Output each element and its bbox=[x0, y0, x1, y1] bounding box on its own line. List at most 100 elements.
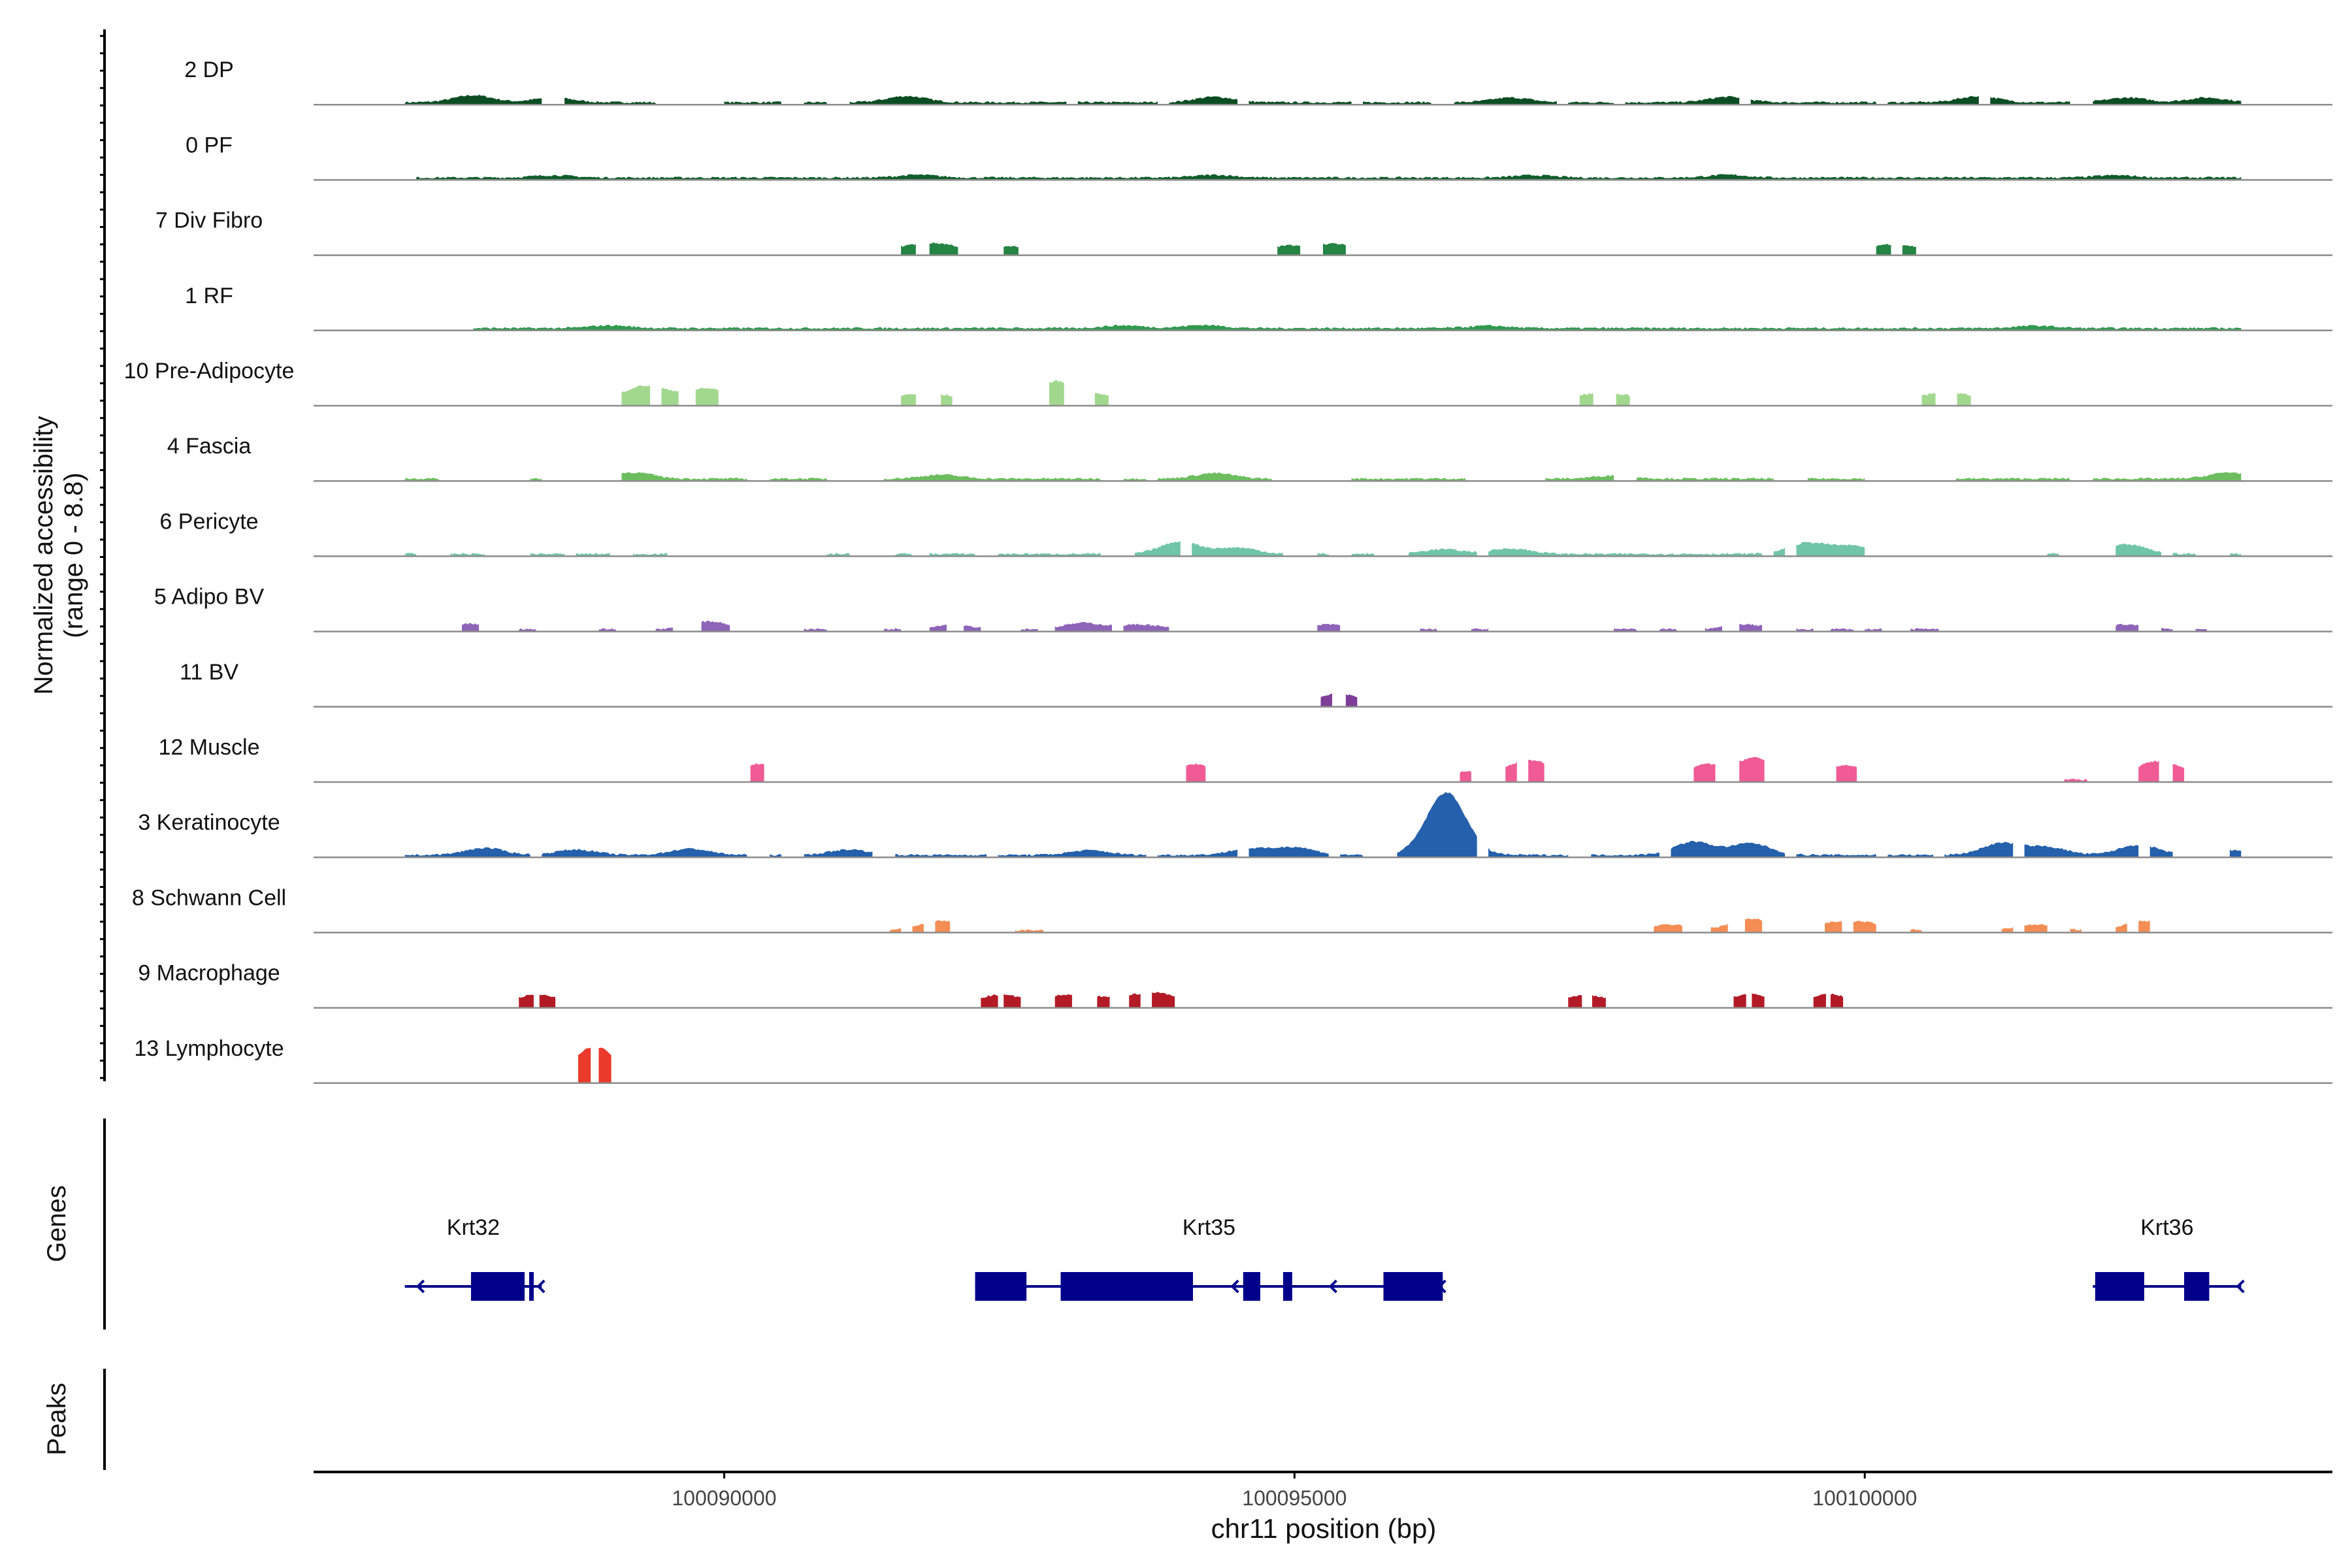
peaks-panel-label: Peaks bbox=[42, 1382, 71, 1455]
coverage-area bbox=[2172, 553, 2196, 557]
track-4-fascia: 4 Fascia bbox=[167, 434, 2332, 482]
coverage-area bbox=[2047, 553, 2059, 557]
coverage-area bbox=[941, 394, 953, 406]
coverage-tracks: 2 DP 0 PF 7 Div Fibro 1 RF 10 Pre-Adipocyte 4… bbox=[124, 57, 2332, 1085]
track-13-lymphocyte: 13 Lymphocyte bbox=[134, 1036, 2332, 1085]
coverage-area bbox=[1320, 693, 1332, 707]
track-11-bv: 11 BV bbox=[180, 660, 2332, 708]
coverage-area bbox=[598, 1047, 612, 1083]
strand-arrow bbox=[1230, 1279, 1239, 1294]
coverage-area bbox=[1733, 994, 1746, 1008]
coverage-area bbox=[1910, 929, 1922, 933]
gene-exon bbox=[975, 1272, 1027, 1301]
coverage-area bbox=[404, 553, 417, 557]
coverage-area bbox=[1129, 993, 1141, 1008]
gene-label: Krt32 bbox=[447, 1215, 500, 1240]
coverage-area bbox=[1625, 95, 1740, 105]
strand-arrow bbox=[536, 1279, 546, 1294]
coverage-area bbox=[2093, 97, 2242, 105]
coverage-area bbox=[1957, 393, 1971, 406]
coverage-area bbox=[1049, 380, 1064, 406]
coverage-area bbox=[1123, 623, 1169, 632]
coverage-area bbox=[1152, 992, 1175, 1008]
coverage-area bbox=[2138, 760, 2159, 782]
coverage-area bbox=[1796, 628, 1814, 632]
coverage-area bbox=[804, 849, 873, 858]
strand-arrow bbox=[1328, 1279, 1337, 1294]
coverage-area bbox=[883, 474, 1101, 482]
track-10-pre-adipocyte: 10 Pre-Adipocyte bbox=[124, 359, 2332, 407]
coverage-area bbox=[1488, 847, 1569, 858]
strand-arrow bbox=[2104, 1279, 2113, 1294]
y-axis-range-label: (range 0 - 8.8) bbox=[59, 472, 88, 638]
coverage-area bbox=[1671, 841, 1785, 858]
coverage-area bbox=[621, 472, 747, 482]
coverage-area bbox=[701, 620, 730, 632]
track-9-macrophage: 9 Macrophage bbox=[138, 961, 2332, 1009]
coverage-area bbox=[473, 324, 2242, 331]
coverage-area bbox=[2229, 849, 2242, 858]
coverage-area bbox=[1902, 245, 1916, 255]
coverage-area bbox=[1825, 921, 1842, 933]
coverage-area bbox=[2024, 924, 2048, 933]
coverage-area bbox=[1591, 853, 1659, 858]
coverage-area bbox=[1796, 542, 1865, 557]
coverage-area bbox=[2070, 928, 2082, 933]
coverage-area bbox=[1739, 623, 1763, 632]
track-1-rf: 1 RF bbox=[185, 284, 2332, 332]
coverage-area bbox=[404, 847, 531, 858]
track-label: 11 BV bbox=[180, 660, 238, 685]
coverage-area bbox=[621, 385, 650, 406]
coverage-area bbox=[1054, 994, 1072, 1008]
coverage-area bbox=[895, 854, 987, 858]
coverage-area bbox=[1277, 244, 1301, 255]
coverage-area bbox=[2064, 778, 2087, 782]
gene-krt36: Krt36 bbox=[2093, 1215, 2245, 1301]
coverage-area bbox=[2024, 844, 2139, 858]
coverage-area bbox=[1169, 96, 1238, 105]
coverage-area bbox=[1921, 393, 1936, 406]
gene-exon bbox=[2095, 1272, 2144, 1301]
coverage-area bbox=[826, 553, 850, 557]
coverage-area bbox=[1990, 97, 2070, 105]
coverage-area bbox=[2115, 544, 2162, 557]
coverage-area bbox=[1710, 923, 1728, 933]
coverage-area bbox=[1654, 924, 1682, 933]
coverage-area bbox=[935, 920, 951, 933]
coverage-area bbox=[539, 994, 556, 1008]
coverage-area bbox=[912, 923, 924, 933]
coverage-area bbox=[2115, 623, 2139, 632]
gene-exon bbox=[470, 1272, 525, 1301]
x-tick-label: 100090000 bbox=[672, 1486, 776, 1510]
coverage-area bbox=[770, 478, 827, 482]
coverage-area bbox=[889, 928, 902, 933]
coverage-area bbox=[1955, 478, 2070, 482]
track-label: 2 DP bbox=[184, 57, 234, 82]
coverage-area bbox=[1796, 853, 1876, 858]
gene-exon bbox=[1383, 1272, 1443, 1301]
coverage-area bbox=[1693, 763, 1716, 782]
coverage-area bbox=[1134, 541, 1181, 557]
coverage-area bbox=[1077, 101, 1158, 105]
track-3-keratinocyte: 3 Keratinocyte bbox=[138, 792, 2332, 858]
coverage-area bbox=[1830, 993, 1844, 1008]
coverage-area bbox=[1744, 918, 1763, 933]
coverage-area bbox=[770, 854, 781, 858]
coverage-area bbox=[1813, 994, 1826, 1008]
coverage-area bbox=[695, 387, 719, 406]
coverage-area bbox=[1752, 993, 1765, 1008]
coverage-area bbox=[1488, 547, 1763, 557]
coverage-area bbox=[1944, 841, 2014, 858]
track-8-schwann-cell: 8 Schwann Cell bbox=[132, 885, 2332, 934]
coverage-area bbox=[849, 95, 1067, 105]
coverage-area bbox=[724, 101, 781, 105]
coverage-area bbox=[530, 553, 565, 557]
track-label: 5 Adipo BV bbox=[154, 585, 265, 610]
coverage-area bbox=[1157, 849, 1238, 858]
gene-label: Krt35 bbox=[1183, 1215, 1235, 1240]
track-0-pf: 0 PF bbox=[186, 133, 2332, 181]
coverage-area bbox=[1579, 393, 1593, 406]
coverage-area bbox=[1094, 393, 1109, 406]
coverage-area bbox=[1568, 994, 1582, 1008]
